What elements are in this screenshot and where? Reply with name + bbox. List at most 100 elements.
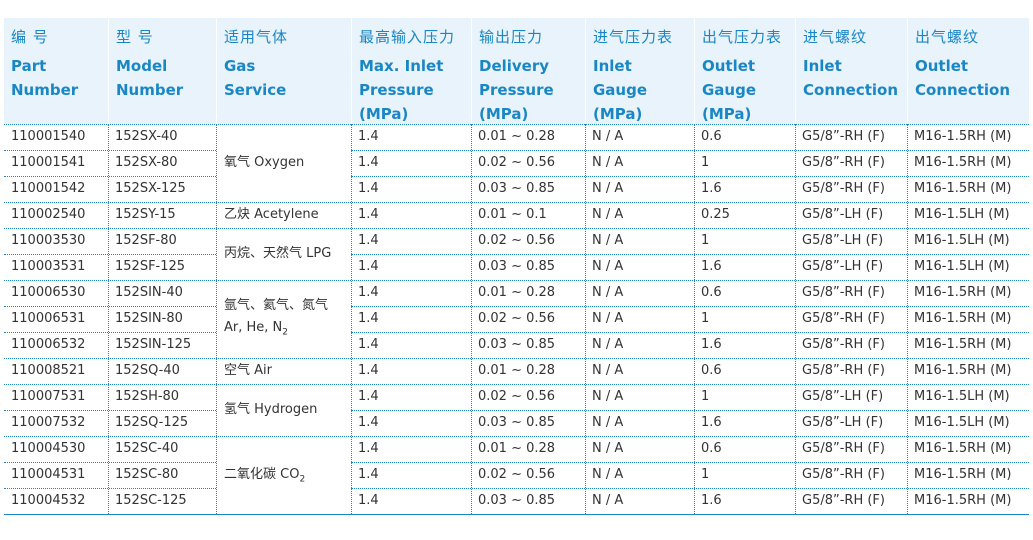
cell-outlet-gauge: 0.25 xyxy=(701,207,730,222)
column-divider xyxy=(694,124,695,514)
cell-max-inlet-pressure: 1.4 xyxy=(358,493,379,508)
header-model-number: 型 号 Model Number xyxy=(108,18,216,124)
cell-delivery-pressure: 0.03 ~ 0.85 xyxy=(478,181,556,196)
cell-part-number: 110007532 xyxy=(11,415,86,430)
cell-inlet-gauge: N / A xyxy=(592,415,624,430)
cell-inlet-gauge: N / A xyxy=(592,337,624,352)
cell-model-number: 152SC-80 xyxy=(115,467,179,482)
cell-part-number: 110004530 xyxy=(11,441,86,456)
header-inlet-gauge: 进气压力表 Inlet Gauge (MPa) xyxy=(585,18,694,124)
cell-delivery-pressure: 0.03 ~ 0.85 xyxy=(478,493,556,508)
row-divider xyxy=(4,410,216,411)
column-divider xyxy=(795,124,796,514)
cell-part-number: 110002540 xyxy=(11,207,86,222)
cell-outlet-gauge: 1.6 xyxy=(701,493,722,508)
cell-model-number: 152SC-40 xyxy=(115,441,179,456)
cell-model-number: 152SX-40 xyxy=(115,129,178,144)
cell-part-number: 110001541 xyxy=(11,155,86,170)
cell-outlet-gauge: 1.6 xyxy=(701,415,722,430)
cell-delivery-pressure: 0.02 ~ 0.56 xyxy=(478,467,556,482)
table-header: 编 号 Part Number 型 号 Model Number 适用气体 Gas Servic… xyxy=(4,18,1029,124)
gas-service-text: 空气 Air xyxy=(224,363,272,378)
cell-inlet-gauge: N / A xyxy=(592,129,624,144)
cell-model-number: 152SIN-125 xyxy=(115,337,192,352)
cell-part-number: 110006532 xyxy=(11,337,86,352)
gas-service-subscript: 2 xyxy=(299,474,306,485)
header-en-label: Inlet Connection xyxy=(803,54,898,102)
cell-max-inlet-pressure: 1.4 xyxy=(358,467,379,482)
header-zh-label: 型 号 xyxy=(116,28,154,46)
gas-service-text: Ar, He, N xyxy=(224,320,283,335)
cell-outlet-gauge: 1 xyxy=(701,155,710,170)
cell-outlet-connection: M16-1.5RH (M) xyxy=(914,181,1012,196)
header-en-line: Delivery xyxy=(479,57,550,75)
cell-delivery-pressure: 0.03 ~ 0.85 xyxy=(478,415,556,430)
row-divider xyxy=(4,150,216,151)
row-divider xyxy=(4,488,216,489)
cell-model-number: 152SF-80 xyxy=(115,233,177,248)
cell-inlet-gauge: N / A xyxy=(592,155,624,170)
row-divider xyxy=(4,228,1029,229)
cell-max-inlet-pressure: 1.4 xyxy=(358,441,379,456)
cell-model-number: 152SC-125 xyxy=(115,493,187,508)
cell-gas-service: 丙烷、天然气 LPG xyxy=(224,243,331,265)
cell-outlet-connection: M16-1.5RH (M) xyxy=(914,129,1012,144)
gas-service-subscript: 2 xyxy=(282,327,288,338)
header-en-line: Number xyxy=(116,81,184,99)
gas-service-line: 乙炔 Acetylene xyxy=(224,204,319,226)
cell-outlet-connection: M16-1.5RH (M) xyxy=(914,285,1012,300)
cell-inlet-connection: G5/8”-LH (F) xyxy=(802,233,884,248)
row-divider xyxy=(351,150,1029,151)
cell-max-inlet-pressure: 1.4 xyxy=(358,155,379,170)
cell-outlet-gauge: 1.6 xyxy=(701,259,722,274)
cell-max-inlet-pressure: 1.4 xyxy=(358,233,379,248)
cell-inlet-connection: G5/8”-RH (F) xyxy=(802,363,885,378)
cell-inlet-connection: G5/8”-RH (F) xyxy=(802,337,885,352)
column-divider xyxy=(585,124,586,514)
gas-service-line: 丙烷、天然气 LPG xyxy=(224,243,331,265)
header-en-line: Number xyxy=(11,81,79,99)
header-zh-label: 进气螺纹 xyxy=(803,28,868,46)
cell-inlet-connection: G5/8”-LH (F) xyxy=(802,259,884,274)
cell-max-inlet-pressure: 1.4 xyxy=(358,389,379,404)
row-divider xyxy=(351,254,1029,255)
cell-inlet-connection: G5/8”-RH (F) xyxy=(802,493,885,508)
header-gas-service: 适用气体 Gas Service xyxy=(216,18,351,124)
cell-outlet-connection: M16-1.5LH (M) xyxy=(914,389,1010,404)
cell-outlet-gauge: 1.6 xyxy=(701,181,722,196)
cell-model-number: 152SH-80 xyxy=(115,389,180,404)
cell-model-number: 152SQ-40 xyxy=(115,363,180,378)
header-delivery-pressure: 输出压力 Delivery Pressure (MPa) xyxy=(471,18,585,124)
header-en-line: (MPa) xyxy=(702,105,752,123)
cell-delivery-pressure: 0.02 ~ 0.56 xyxy=(478,155,556,170)
cell-inlet-gauge: N / A xyxy=(592,441,624,456)
cell-gas-service: 乙炔 Acetylene xyxy=(224,204,319,226)
header-outlet-connection: 出气螺纹 Outlet Connection xyxy=(907,18,1029,124)
header-en-line: Inlet xyxy=(593,57,632,75)
cell-max-inlet-pressure: 1.4 xyxy=(358,129,379,144)
gas-service-text: 二氧化碳 CO xyxy=(224,467,300,482)
row-divider xyxy=(4,332,216,333)
row-divider xyxy=(351,332,1029,333)
header-en-label: Model Number xyxy=(116,54,183,102)
header-en-label: Gas Service xyxy=(224,54,286,102)
cell-outlet-gauge: 1 xyxy=(701,389,710,404)
cell-outlet-connection: M16-1.5RH (M) xyxy=(914,363,1012,378)
cell-delivery-pressure: 0.02 ~ 0.56 xyxy=(478,389,556,404)
cell-outlet-gauge: 0.6 xyxy=(701,285,722,300)
cell-outlet-connection: M16-1.5RH (M) xyxy=(914,441,1012,456)
cell-inlet-gauge: N / A xyxy=(592,389,624,404)
row-divider xyxy=(351,462,1029,463)
header-zh-label: 出气螺纹 xyxy=(915,28,980,46)
cell-inlet-connection: G5/8”-RH (F) xyxy=(802,155,885,170)
header-en-label: Max. Inlet Pressure (MPa) xyxy=(359,54,443,126)
header-en-label: Delivery Pressure (MPa) xyxy=(479,54,554,126)
cell-outlet-gauge: 0.6 xyxy=(701,363,722,378)
cell-inlet-connection: G5/8”-RH (F) xyxy=(802,129,885,144)
cell-gas-service: 氩气、氦气、氮气 Ar, He, N2 xyxy=(224,295,328,339)
cell-outlet-connection: M16-1.5RH (M) xyxy=(914,467,1012,482)
cell-inlet-gauge: N / A xyxy=(592,467,624,482)
gas-service-line: 氧气 Oxygen xyxy=(224,152,304,174)
gas-service-text: 氧气 Oxygen xyxy=(224,155,305,170)
cell-inlet-gauge: N / A xyxy=(592,493,624,508)
